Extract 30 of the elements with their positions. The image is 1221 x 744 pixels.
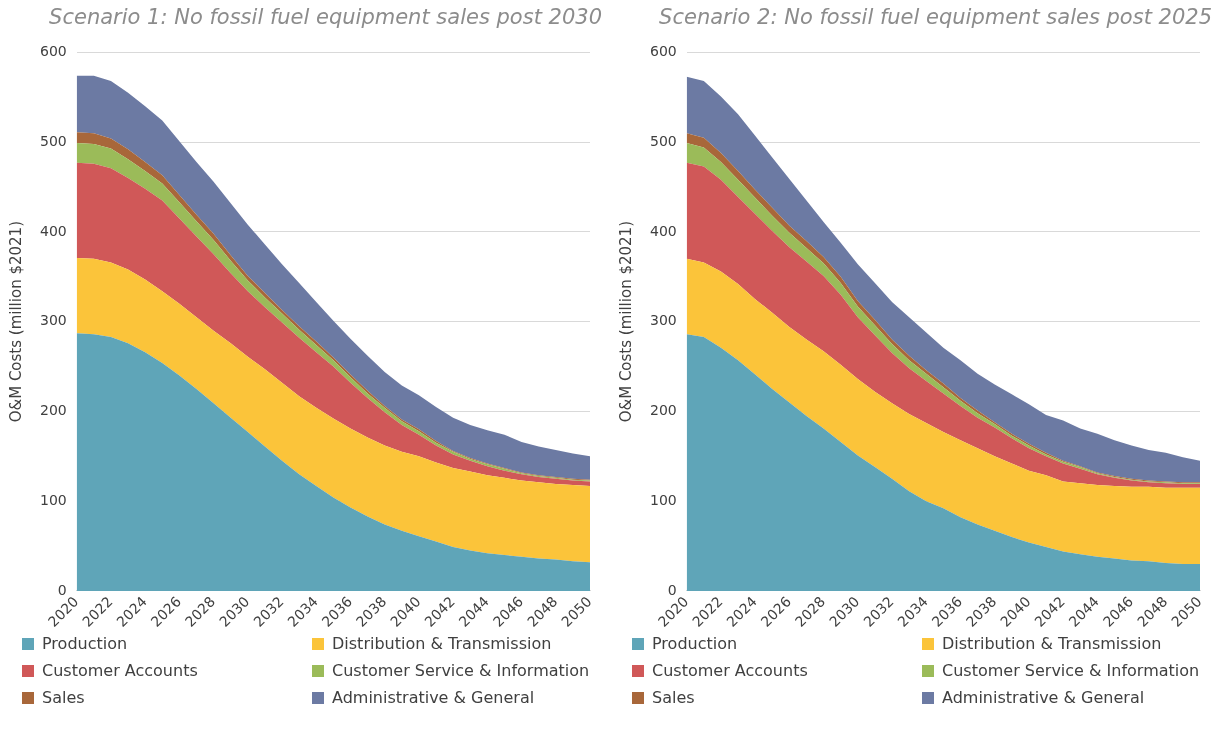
legend-label: Customer Service & Information — [331, 661, 591, 680]
y-tick-label: 300 — [649, 312, 677, 329]
y-axis-title: O&M Costs (million $2021) — [616, 221, 635, 423]
y-tick-label: 100 — [39, 491, 67, 508]
legend-label: Distribution & Transmission — [331, 634, 553, 653]
y-axis-title: O&M Costs (million $2021) — [6, 221, 25, 423]
y-tick-label: 400 — [649, 222, 677, 239]
legend-label: Customer Accounts — [41, 661, 199, 680]
y-tick-label: 300 — [39, 312, 67, 329]
legend-label: Production — [651, 634, 739, 653]
legend-label: Production — [41, 634, 129, 653]
chart-title: Scenario 1: No fossil fuel equipment sales post 2030 — [48, 4, 603, 31]
chart-title: Scenario 2: No fossil fuel equipment sales post 2025 — [658, 4, 1213, 31]
y-tick-label: 0 — [57, 581, 67, 598]
y-tick-label: 400 — [39, 222, 67, 239]
legend-label: Sales — [41, 688, 86, 707]
y-tick-label: 200 — [39, 402, 67, 419]
legend-label: Distribution & Transmission — [941, 634, 1163, 653]
y-tick-label: 100 — [649, 491, 677, 508]
y-tick-label: 600 — [649, 43, 677, 60]
y-tick-label: 200 — [649, 402, 677, 419]
legend-label: Administrative & General — [331, 688, 536, 707]
y-tick-label: 500 — [39, 132, 67, 149]
legend-label: Sales — [651, 688, 696, 707]
legend-label: Customer Accounts — [651, 661, 809, 680]
y-tick-label: 0 — [667, 581, 677, 598]
legend-label: Administrative & General — [941, 688, 1146, 707]
legend-label: Customer Service & Information — [941, 661, 1201, 680]
y-tick-label: 500 — [649, 132, 677, 149]
y-tick-label: 600 — [39, 43, 67, 60]
